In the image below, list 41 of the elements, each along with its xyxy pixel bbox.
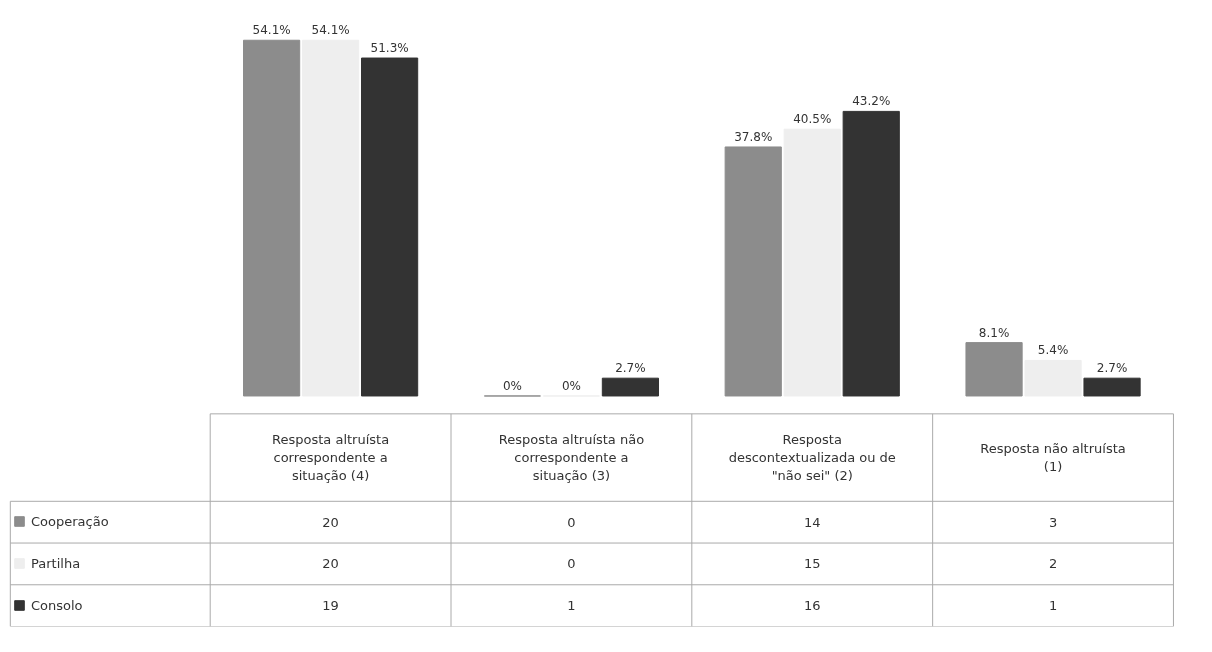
bar [361,57,419,397]
annotation: 2.7% [615,361,646,376]
annotation: 40.5% [793,112,832,127]
data-label: 15 [803,556,821,572]
data-label: 19 [322,598,339,614]
bar [302,39,360,397]
data-label: 14 [803,514,821,530]
annotation: 2.7% [1096,361,1128,376]
data-label: 20 [322,514,339,530]
annotation: 0% [502,378,522,393]
x-tick-label: Resposta descontextualizada ou de "não sei" (2) [728,432,896,484]
data-label: 1 [1048,598,1058,614]
annotation: 43.2% [852,94,891,109]
annotation: 8.1% [978,325,1010,340]
bar [243,39,301,397]
bar [842,110,900,397]
data-label: 1 [567,598,576,614]
legend-label: Partilha [31,554,81,573]
x-tick-label: Resposta altruísta não correspondente a situação (3) [498,432,645,484]
bar [1024,359,1082,397]
legend-label: Consolo [31,596,83,615]
data-label: 0 [567,514,576,530]
bar [1083,377,1141,397]
annotation: 51.3% [370,41,409,56]
text: 54.1% [311,23,350,38]
bar [601,377,660,397]
annotation: 37.8% [734,129,773,144]
data-label: 16 [803,598,821,614]
data-label: 20 [322,556,339,572]
legend-label: Cooperação [31,512,109,531]
data-label: 3 [1048,514,1058,530]
x-tick-label: Resposta não altruísta (1) [980,441,1126,475]
data-label: 2 [1048,556,1058,572]
bar [783,128,841,397]
bar [724,146,782,397]
bar [965,342,1023,397]
annotation: 5.4% [1037,343,1069,358]
annotation: 0% [561,378,581,393]
x-tick-label: Resposta altruísta correspondente a situação (4) [272,432,390,484]
text: 54.1% [252,23,291,38]
data-label: 0 [567,556,576,572]
